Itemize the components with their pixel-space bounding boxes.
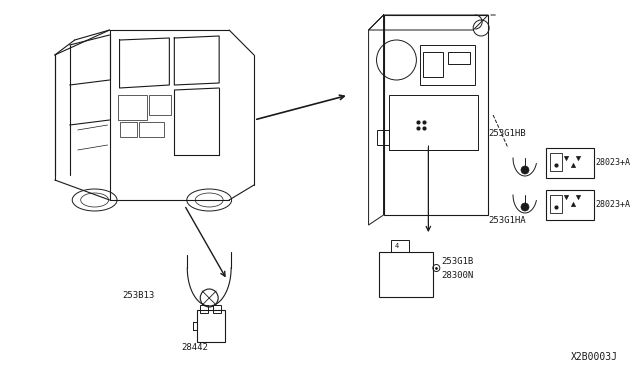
- Text: 253G1HB: 253G1HB: [488, 128, 525, 138]
- Text: 28300N: 28300N: [442, 270, 474, 279]
- Bar: [378, 252, 433, 297]
- Bar: [546, 190, 594, 220]
- Bar: [118, 95, 147, 120]
- Bar: [392, 240, 410, 252]
- Text: 28442: 28442: [182, 343, 209, 353]
- Text: 253G1B: 253G1B: [442, 257, 474, 266]
- Bar: [424, 52, 444, 77]
- Circle shape: [521, 166, 529, 174]
- Bar: [388, 95, 478, 150]
- Circle shape: [521, 203, 529, 211]
- Bar: [213, 305, 221, 313]
- Bar: [376, 130, 388, 145]
- Text: 4: 4: [394, 243, 399, 249]
- Bar: [197, 310, 225, 342]
- Bar: [546, 148, 594, 178]
- Bar: [448, 52, 470, 64]
- Bar: [383, 15, 488, 215]
- Bar: [140, 122, 164, 137]
- Text: 28023+A: 28023+A: [596, 157, 630, 167]
- Text: 28023+A: 28023+A: [596, 199, 630, 208]
- Bar: [550, 195, 562, 213]
- Text: 253B13: 253B13: [122, 292, 154, 301]
- Bar: [149, 95, 172, 115]
- Bar: [120, 122, 138, 137]
- Text: 253G1HA: 253G1HA: [488, 215, 525, 224]
- Bar: [200, 305, 208, 313]
- Bar: [420, 45, 475, 85]
- Text: X2B0003J: X2B0003J: [571, 352, 618, 362]
- Bar: [550, 153, 562, 171]
